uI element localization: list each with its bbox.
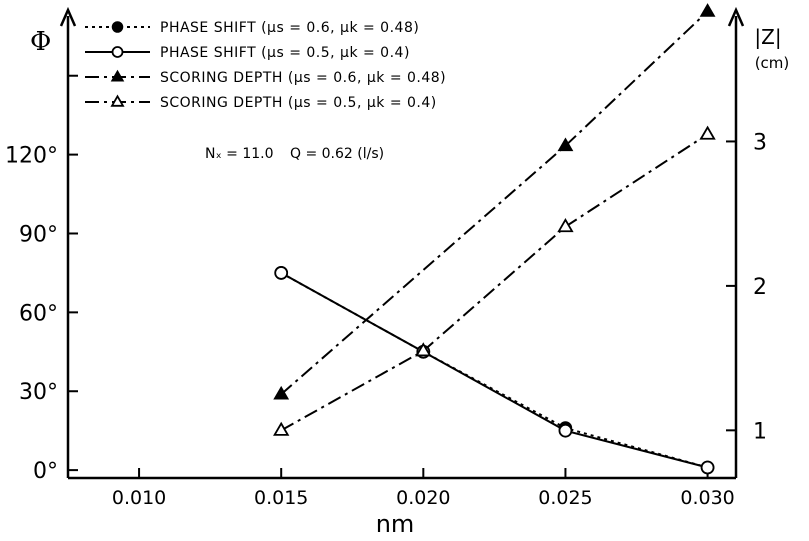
legend-label-3: SCORING DEPTH (μs = 0.6, μk = 0.48) xyxy=(160,70,446,86)
legend-label-4: SCORING DEPTH (μs = 0.5, μk = 0.4) xyxy=(160,95,437,111)
left-y-tick-label: 0° xyxy=(33,459,58,484)
legend-marker-1 xyxy=(111,21,124,33)
legend-label-1: PHASE SHIFT (μs = 0.6, μk = 0.48) xyxy=(160,20,419,36)
axes xyxy=(59,6,745,480)
tick-labels: 0.010 0.015 0.020 0.025 0.030 0° 30° 60° 90° 120°… xyxy=(5,130,767,509)
legend: PHASE SHIFT (μs = 0.6, μk = 0.48) PHASE S… xyxy=(85,20,446,111)
right-y-tick-label: 2 xyxy=(753,275,767,300)
right-y-tick-label: 3 xyxy=(753,130,767,155)
annotation-n: Nₓ = 11.0 xyxy=(205,146,274,162)
series-lines xyxy=(280,10,709,469)
left-axis-arrow xyxy=(59,6,77,27)
series-line-4 xyxy=(280,133,709,432)
left-y-tick-label: 120° xyxy=(5,144,58,169)
series-line-1 xyxy=(280,272,708,469)
left-y-tick-label: 60° xyxy=(19,301,58,326)
annotation-q: Q = 0.62 (l/s) xyxy=(290,146,384,162)
data-point-series-4 xyxy=(415,342,432,357)
data-point-series-2 xyxy=(558,423,573,438)
left-y-tick-label: 30° xyxy=(19,380,58,405)
series-line-3 xyxy=(280,10,709,395)
data-point-series-4 xyxy=(699,125,716,140)
tick-marks xyxy=(68,74,736,478)
data-point-series-3 xyxy=(273,385,290,400)
right-axis-arrow xyxy=(727,6,745,27)
legend-label-2: PHASE SHIFT (μs = 0.5, μk = 0.4) xyxy=(160,45,410,61)
x-tick-label: 0.025 xyxy=(538,487,592,509)
series-line-2 xyxy=(280,272,708,469)
right-y-tick-label: 1 xyxy=(753,419,767,444)
data-point-series-2 xyxy=(274,266,289,280)
legend-marker-3 xyxy=(110,69,125,82)
x-axis-label: nm xyxy=(376,510,415,538)
data-point-series-3 xyxy=(557,137,574,152)
data-point-series-2 xyxy=(700,460,715,475)
legend-marker-4 xyxy=(110,94,125,107)
left-y-tick-label: 90° xyxy=(19,222,58,247)
legend-marker-2 xyxy=(111,46,124,58)
left-axis-label: Φ xyxy=(30,27,51,57)
x-tick-label: 0.020 xyxy=(396,487,450,509)
x-tick-label: 0.010 xyxy=(112,487,166,509)
x-tick-label: 0.030 xyxy=(680,487,734,509)
right-axis-label: |Z| xyxy=(754,25,781,49)
data-point-series-4 xyxy=(557,218,574,233)
data-point-series-4 xyxy=(273,421,290,436)
data-point-series-3 xyxy=(699,3,716,17)
series-markers xyxy=(273,3,716,475)
right-axis-unit: (cm) xyxy=(755,54,790,72)
x-tick-label: 0.015 xyxy=(254,487,308,509)
